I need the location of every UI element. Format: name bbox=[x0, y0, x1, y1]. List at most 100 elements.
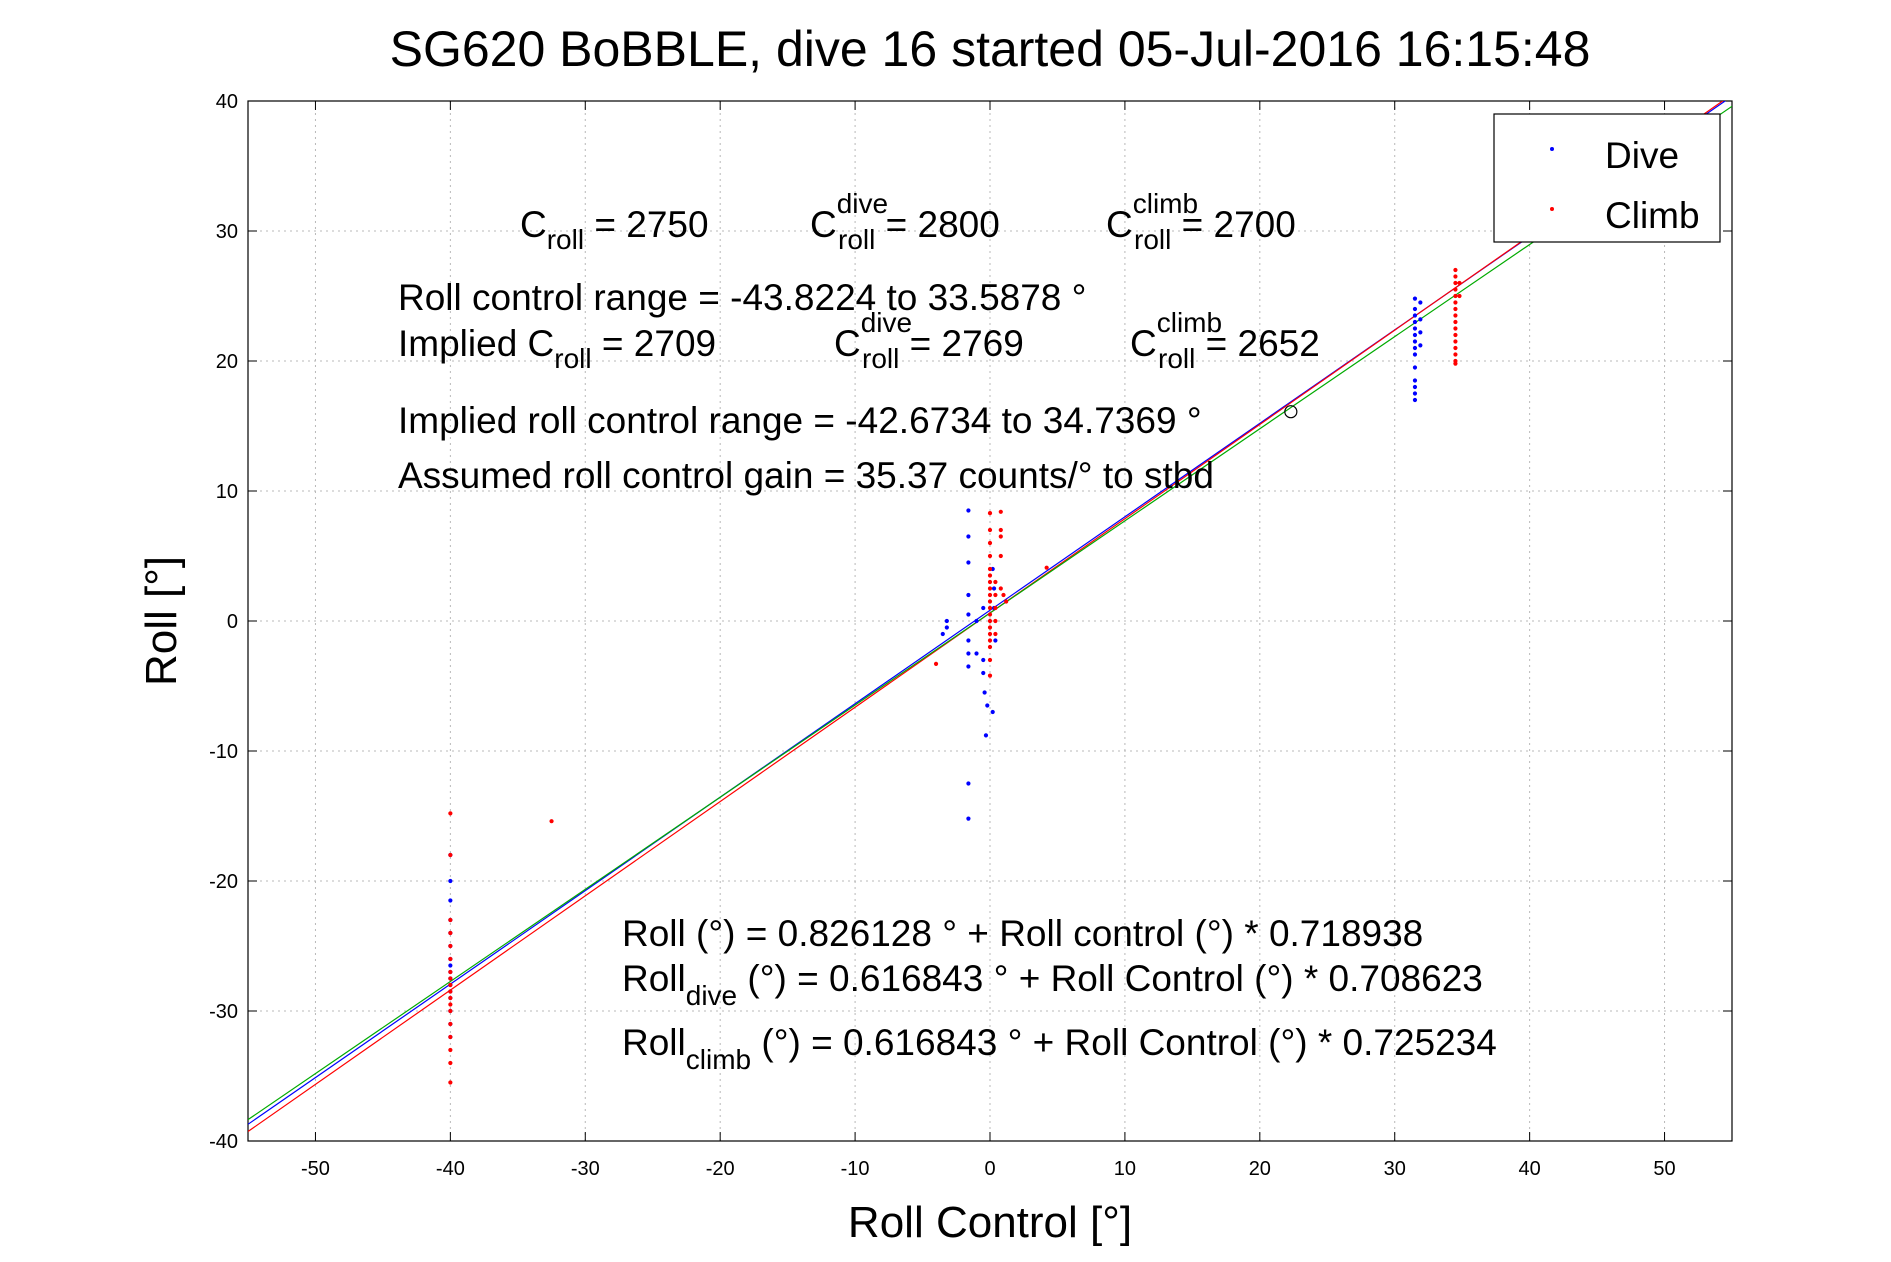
climb-point bbox=[448, 943, 453, 949]
dive-point bbox=[940, 631, 945, 637]
legend-marker-climb bbox=[1550, 207, 1554, 211]
dive-point bbox=[982, 690, 987, 695]
c-roll-dive-annotation: Cdive roll = 2800 bbox=[810, 188, 1000, 255]
legend-label-climb: Climb bbox=[1605, 195, 1700, 236]
dive-point bbox=[448, 898, 453, 903]
y-tick-label: 10 bbox=[216, 481, 238, 503]
legend-label-dive: Dive bbox=[1605, 135, 1679, 176]
climb-point bbox=[993, 592, 998, 598]
climb-point bbox=[1453, 326, 1458, 331]
climb-point bbox=[448, 995, 453, 1001]
climb-point bbox=[998, 534, 1003, 539]
dive-point bbox=[448, 878, 453, 884]
climb-point bbox=[448, 930, 453, 936]
dive-point bbox=[983, 733, 989, 738]
dive-point bbox=[1418, 343, 1423, 348]
climb-point bbox=[1004, 599, 1009, 604]
climb-point bbox=[448, 976, 453, 981]
climb-point bbox=[1453, 267, 1458, 273]
climb-point bbox=[987, 599, 993, 604]
y-tick-label: -20 bbox=[209, 871, 238, 893]
dive-point bbox=[1412, 384, 1418, 390]
x-tick-label: 10 bbox=[1114, 1158, 1136, 1180]
x-tick-label: 30 bbox=[1384, 1158, 1406, 1180]
climb-point bbox=[1453, 332, 1458, 338]
dive-point bbox=[1412, 326, 1418, 331]
dive-point bbox=[1412, 296, 1418, 301]
climb-point bbox=[987, 618, 993, 624]
dive-point bbox=[1412, 332, 1418, 338]
implied-c-roll-dive-annotation: Cdive roll = 2769 bbox=[834, 307, 1024, 374]
climb-point bbox=[448, 1002, 453, 1007]
implied-c-roll-annotation: Implied Croll = 2709 bbox=[398, 323, 716, 374]
x-axis-label: Roll Control [°] bbox=[848, 1198, 1132, 1247]
climb-point bbox=[1001, 592, 1006, 598]
climb-point bbox=[987, 631, 993, 637]
dive-point bbox=[1412, 352, 1418, 357]
x-tick-label: 50 bbox=[1653, 1158, 1675, 1180]
climb-point bbox=[1453, 319, 1458, 325]
dive-point bbox=[1418, 300, 1423, 305]
climb-point bbox=[1044, 565, 1049, 570]
marker-circle bbox=[1284, 405, 1298, 419]
implied-c-roll-climb-annotation: Cclimb roll = 2652 bbox=[1130, 307, 1320, 374]
dive-point bbox=[1412, 306, 1418, 312]
climb-point bbox=[448, 1021, 453, 1027]
climb-point bbox=[987, 592, 993, 598]
x-tick-label: -20 bbox=[706, 1158, 735, 1180]
dive-point bbox=[966, 816, 971, 821]
climb-point bbox=[1453, 300, 1458, 305]
climb-point bbox=[448, 982, 453, 988]
chart-title: SG620 BoBBLE, dive 16 started 05-Jul-201… bbox=[390, 21, 1591, 77]
climb-point bbox=[987, 553, 993, 559]
dive-point bbox=[993, 638, 998, 643]
data-points bbox=[448, 267, 1462, 1085]
y-tick-label: -40 bbox=[209, 1131, 238, 1153]
y-tick-label: -10 bbox=[209, 741, 238, 763]
climb-point bbox=[1453, 339, 1458, 344]
climb-point bbox=[993, 618, 998, 624]
climb-point bbox=[987, 527, 993, 533]
x-tick-label: 0 bbox=[984, 1158, 995, 1180]
climb-point bbox=[448, 956, 453, 962]
climb-point bbox=[1457, 280, 1462, 286]
dive-point bbox=[974, 651, 979, 656]
climb-point bbox=[1453, 306, 1458, 312]
y-tick-label: 0 bbox=[227, 611, 238, 633]
dive-point bbox=[1412, 339, 1418, 344]
equation-dive: Rolldive (°) = 0.616843 ° + Roll Control… bbox=[622, 958, 1483, 1011]
climb-point bbox=[448, 1034, 453, 1040]
dive-point bbox=[1412, 378, 1418, 383]
climb-point bbox=[998, 553, 1003, 559]
dive-point bbox=[448, 963, 453, 968]
climb-point bbox=[987, 673, 993, 678]
equation-all: Roll (°) = 0.826128 ° + Roll control (°)… bbox=[622, 913, 1423, 954]
climb-point bbox=[987, 638, 993, 643]
y-tick-label: 30 bbox=[216, 221, 238, 243]
climb-point bbox=[1453, 313, 1458, 318]
dive-point bbox=[991, 586, 997, 591]
climb-point bbox=[987, 605, 993, 611]
c-roll-annotation: Croll = 2750 bbox=[520, 204, 709, 255]
climb-point bbox=[987, 644, 993, 650]
x-tick-label: -30 bbox=[571, 1158, 600, 1180]
climb-point bbox=[987, 510, 993, 516]
climb-point bbox=[998, 586, 1003, 591]
climb-point bbox=[993, 631, 998, 637]
legend: Dive Climb bbox=[1493, 113, 1721, 243]
climb-point bbox=[987, 573, 993, 578]
climb-point bbox=[549, 819, 554, 824]
dive-point bbox=[966, 612, 971, 617]
x-tick-label: -50 bbox=[301, 1158, 330, 1180]
dive-point bbox=[1412, 365, 1418, 370]
climb-point bbox=[448, 1060, 453, 1066]
equation-climb: Rollclimb (°) = 0.616843 ° + Roll Contro… bbox=[622, 1022, 1497, 1075]
climb-point bbox=[987, 579, 993, 585]
dive-point bbox=[944, 625, 949, 630]
x-tick-label: -10 bbox=[841, 1158, 870, 1180]
dive-point bbox=[981, 670, 986, 676]
climb-point bbox=[1457, 293, 1462, 299]
annotations: Croll = 2750 Cdive roll = 2800 Cclimb roll… bbox=[398, 188, 1497, 1075]
dive-point bbox=[966, 664, 971, 669]
climb-point bbox=[987, 625, 993, 630]
